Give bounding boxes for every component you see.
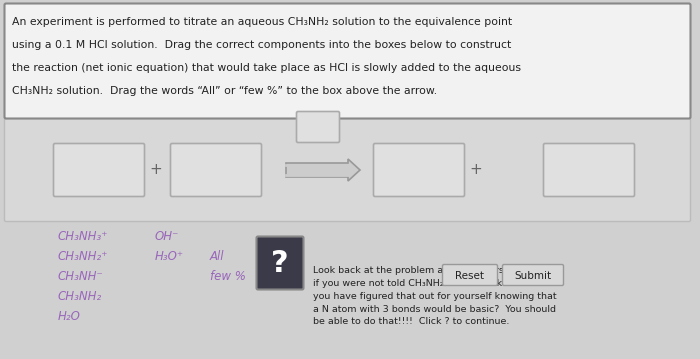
FancyBboxPatch shape	[374, 144, 465, 196]
FancyBboxPatch shape	[543, 144, 634, 196]
Text: CH₃NH₃⁺: CH₃NH₃⁺	[58, 230, 108, 243]
Text: OH⁻: OH⁻	[155, 230, 179, 243]
FancyBboxPatch shape	[256, 237, 304, 289]
Text: CH₃NH₂⁺: CH₃NH₂⁺	[58, 250, 108, 263]
Text: CH₃NH⁻: CH₃NH⁻	[58, 270, 104, 283]
Text: Reset: Reset	[456, 271, 484, 281]
FancyBboxPatch shape	[53, 144, 144, 196]
FancyBboxPatch shape	[297, 112, 340, 143]
Text: the reaction (net ionic equation) that would take place as HCl is slowly added t: the reaction (net ionic equation) that w…	[12, 63, 521, 73]
Text: CH₃NH₂ solution.  Drag the words “All” or “few %” to the box above the arrow.: CH₃NH₂ solution. Drag the words “All” or…	[12, 86, 437, 96]
Text: CH₃NH₂: CH₃NH₂	[58, 290, 102, 303]
Text: An experiment is performed to titrate an aqueous CH₃NH₂ solution to the equivale: An experiment is performed to titrate an…	[12, 17, 512, 27]
Text: ?: ?	[271, 250, 289, 279]
FancyBboxPatch shape	[171, 144, 262, 196]
Text: +: +	[469, 163, 482, 177]
Text: Look back at the problem and ask yourself honestly,
if you were not told CH₃NH₂ : Look back at the problem and ask yoursel…	[313, 266, 562, 326]
Text: H₃O⁺: H₃O⁺	[155, 250, 184, 263]
Text: Submit: Submit	[514, 271, 552, 281]
Text: All: All	[210, 250, 225, 263]
FancyBboxPatch shape	[4, 118, 690, 222]
Text: +: +	[149, 163, 162, 177]
Text: using a 0.1 M HCl solution.  Drag the correct components into the boxes below to: using a 0.1 M HCl solution. Drag the cor…	[12, 40, 511, 50]
FancyBboxPatch shape	[503, 265, 564, 285]
FancyBboxPatch shape	[442, 265, 498, 285]
Text: H₂O: H₂O	[58, 310, 81, 323]
FancyBboxPatch shape	[4, 4, 690, 118]
Text: few %: few %	[210, 270, 246, 283]
FancyArrow shape	[286, 159, 360, 181]
